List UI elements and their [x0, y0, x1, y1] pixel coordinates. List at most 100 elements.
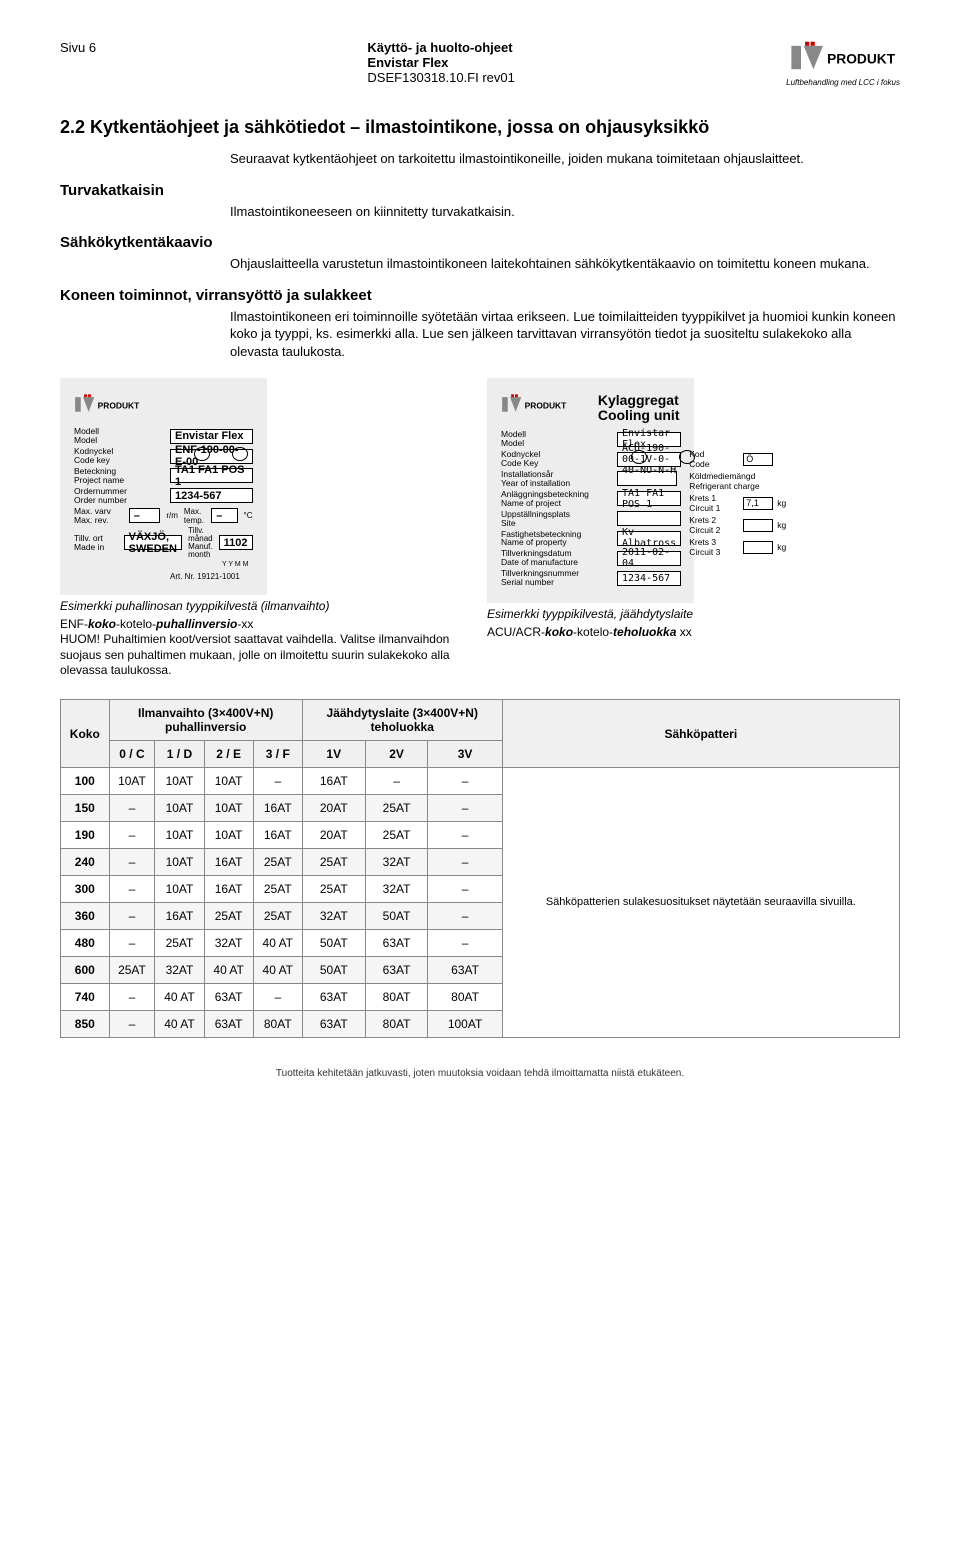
th-koko: Koko — [61, 700, 110, 768]
cell: 40 AT — [253, 957, 302, 984]
cell: – — [365, 768, 428, 795]
plate-b-title: KylaggregatCooling unit — [598, 393, 680, 424]
cell: 50AT — [302, 957, 365, 984]
cell: 32AT — [302, 903, 365, 930]
cell-koko: 150 — [61, 795, 110, 822]
cell: 10AT — [204, 768, 253, 795]
lbl-k1: Krets 1 Circuit 1 — [689, 493, 739, 513]
cell: – — [109, 849, 155, 876]
cell-koko: 300 — [61, 876, 110, 903]
cell: 16AT — [253, 795, 302, 822]
cell: 25AT — [253, 903, 302, 930]
th-sahk: Sähköpatteri — [502, 700, 899, 768]
cell: 16AT — [302, 768, 365, 795]
cell-koko: 850 — [61, 1011, 110, 1038]
val-ord: 1234-567 — [170, 488, 253, 503]
cell: 10AT — [155, 849, 204, 876]
sub2-text: Ohjauslaitteella varustetun ilmastointik… — [230, 255, 900, 273]
doc-title: Käyttö- ja huolto-ohjeet — [367, 40, 514, 55]
cell: – — [109, 930, 155, 957]
lbl-b-model: Modell Model — [501, 430, 611, 448]
cell-koko: 740 — [61, 984, 110, 1011]
cell-koko: 600 — [61, 957, 110, 984]
doc-ref: DSEF130318.10.FI rev01 — [367, 70, 514, 85]
typeplate-fan: PRODUKT Modell ModelEnvistar Flex Kodnyc… — [60, 378, 267, 594]
th-col: 1V — [302, 741, 365, 768]
page-number: Sivu 6 — [60, 40, 96, 55]
lbl-b-proj: Anläggningsbeteckning Name of project — [501, 490, 611, 508]
lbl-b-site: Uppställningsplats Site — [501, 510, 611, 528]
cell: 63AT — [365, 957, 428, 984]
sub3-heading: Koneen toiminnot, virransyöttö ja sulakk… — [60, 287, 900, 304]
val-temp: – — [211, 508, 237, 523]
val-b-proj: TA1 FA1 POS 1 — [617, 491, 681, 506]
cell: – — [109, 984, 155, 1011]
cell: 40 AT — [155, 984, 204, 1011]
val-b-code: ACU-190-00-1V-0-40-NO-N-H — [617, 452, 681, 467]
cell: 40 AT — [155, 1011, 204, 1038]
plate-b-wrapper: PRODUKT KylaggregatCooling unit Modell M… — [487, 378, 900, 679]
cell: 63AT — [302, 1011, 365, 1038]
cell: 10AT — [204, 822, 253, 849]
fuse-table: Koko Ilmanvaihto (3×400V+N) puhallinvers… — [60, 699, 900, 1038]
cell: 32AT — [365, 849, 428, 876]
plate-a-wrapper: PRODUKT Modell ModelEnvistar Flex Kodnyc… — [60, 378, 473, 679]
lbl-k2: Krets 2 Circuit 2 — [689, 515, 739, 535]
plate-a-caption: Esimerkki puhallinosan tyyppikilvestä (i… — [60, 599, 473, 613]
cell: – — [253, 984, 302, 1011]
cell: 25AT — [365, 795, 428, 822]
sub2-heading: Sähkökytkentäkaavio — [60, 234, 900, 251]
sub1-heading: Turvakatkaisin — [60, 182, 900, 199]
lbl-made: Tillv. ort Made in — [74, 534, 118, 552]
lbl-c: °C — [244, 511, 253, 520]
brand-logo-block: PRODUKT Luftbehandling med LCC i fokus — [786, 40, 900, 87]
art-nr: Art. Nr. 19121-1001 — [170, 572, 253, 581]
cell: – — [109, 822, 155, 849]
sub1-text: Ilmastointikoneeseen on kiinnitetty turv… — [230, 203, 900, 221]
th-jaa: Jäähdytyslaite (3×400V+N) teholuokka — [302, 700, 502, 741]
cell: 25AT — [302, 849, 365, 876]
cell: – — [428, 849, 502, 876]
cell-koko: 100 — [61, 768, 110, 795]
cell: 20AT — [302, 795, 365, 822]
typeplate-row: PRODUKT Modell Model Envistar Flex Kodnyc… — [60, 378, 900, 679]
val-rev: – — [129, 508, 161, 523]
cell: – — [428, 903, 502, 930]
cell: 25AT — [253, 876, 302, 903]
cell: – — [109, 1011, 155, 1038]
lbl-kod: Kod Code — [689, 449, 739, 469]
doc-meta: Käyttö- ja huolto-ohjeet Envistar Flex D… — [367, 40, 514, 85]
cell: 50AT — [302, 930, 365, 957]
brand-tagline: Luftbehandling med LCC i fokus — [786, 78, 900, 87]
th-col: 2V — [365, 741, 428, 768]
lbl-proj: Beteckning Project name — [74, 467, 164, 485]
cell: 80AT — [253, 1011, 302, 1038]
typeplate-cooling: PRODUKT KylaggregatCooling unit Modell M… — [487, 378, 694, 603]
lbl-b-code: Kodnyckel Code Key — [501, 450, 611, 468]
lbl-refr: Köldmediemängd Refrigerant charge — [689, 471, 786, 491]
cell: 63AT — [204, 984, 253, 1011]
cell-koko: 480 — [61, 930, 110, 957]
cell: 25AT — [253, 849, 302, 876]
lbl-b-prop: Fastighetsbeteckning Name of property — [501, 530, 611, 548]
th-col: 3 / F — [253, 741, 302, 768]
cell: 20AT — [302, 822, 365, 849]
cell: 80AT — [428, 984, 502, 1011]
cell: 16AT — [155, 903, 204, 930]
plate-logo-icon: PRODUKT — [501, 392, 591, 418]
val-b-site — [617, 511, 681, 526]
lbl-b-date: Tillverkningsdatum Date of manufacture — [501, 549, 611, 567]
cell: 16AT — [204, 849, 253, 876]
val-made: VÄXJÖ, SWEDEN — [124, 535, 183, 550]
cell: 10AT — [155, 795, 204, 822]
val-k1: 7,1 — [743, 497, 773, 510]
val-k2 — [743, 519, 773, 532]
cell: – — [109, 903, 155, 930]
lbl-code: Kodnyckel Code key — [74, 447, 164, 465]
val-model: Envistar Flex — [170, 429, 253, 444]
cell: – — [428, 768, 502, 795]
plate-logo-icon: PRODUKT — [74, 392, 164, 418]
cell: 50AT — [365, 903, 428, 930]
th-col: 1 / D — [155, 741, 204, 768]
cell: 80AT — [365, 984, 428, 1011]
